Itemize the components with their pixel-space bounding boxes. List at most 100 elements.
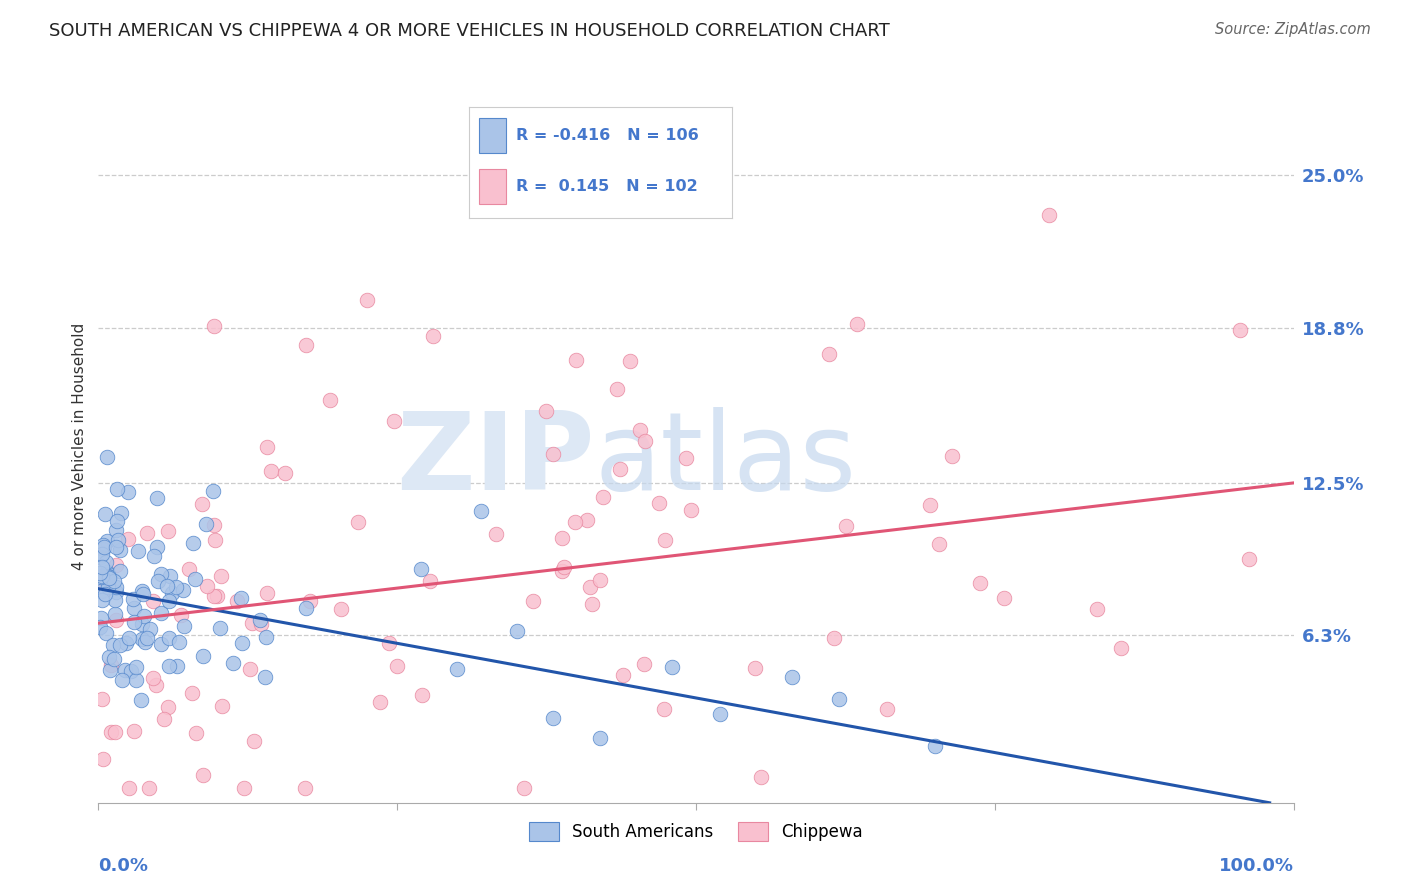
Point xyxy=(132,587,155,601)
Point xyxy=(209,569,232,583)
Point xyxy=(319,392,342,407)
Point xyxy=(633,657,655,671)
Point xyxy=(156,524,179,538)
Point xyxy=(231,636,253,650)
Point xyxy=(97,650,120,665)
Point xyxy=(108,543,131,558)
Point xyxy=(165,580,187,594)
Point xyxy=(211,698,233,713)
Point xyxy=(142,594,165,608)
Point xyxy=(589,573,612,587)
Point xyxy=(823,631,845,645)
Point xyxy=(104,593,127,607)
Point xyxy=(294,338,316,352)
Point xyxy=(122,592,145,607)
Point xyxy=(969,576,991,591)
Point xyxy=(94,555,117,569)
Point xyxy=(652,702,675,716)
Point xyxy=(589,731,612,746)
Point xyxy=(136,632,159,646)
Point xyxy=(139,622,162,636)
Text: ZIP: ZIP xyxy=(396,408,595,513)
Point xyxy=(356,293,378,308)
Point xyxy=(100,725,122,739)
Point xyxy=(131,693,153,707)
Point xyxy=(628,423,651,437)
Point xyxy=(89,550,111,565)
Point xyxy=(117,532,139,546)
Point xyxy=(145,678,167,692)
Point xyxy=(118,780,141,795)
Point xyxy=(97,569,120,583)
Point xyxy=(233,780,256,795)
Point xyxy=(634,434,657,448)
Point xyxy=(104,607,127,622)
Point xyxy=(619,354,641,368)
Point xyxy=(924,739,946,753)
Point xyxy=(347,516,370,530)
Point xyxy=(411,688,433,702)
Point xyxy=(239,662,262,676)
Point xyxy=(193,768,215,782)
Point xyxy=(260,464,283,478)
Point xyxy=(110,506,132,520)
Point xyxy=(177,562,200,576)
Point xyxy=(105,580,128,594)
Point xyxy=(94,626,117,640)
Point xyxy=(146,574,169,589)
Point xyxy=(506,624,529,639)
Point xyxy=(118,632,141,646)
Text: SOUTH AMERICAN VS CHIPPEWA 4 OR MORE VEHICLES IN HOUSEHOLD CORRELATION CHART: SOUTH AMERICAN VS CHIPPEWA 4 OR MORE VEH… xyxy=(49,22,890,40)
Point xyxy=(543,447,565,461)
Point xyxy=(411,562,433,576)
Point xyxy=(150,637,173,651)
Point xyxy=(100,582,122,596)
Point xyxy=(160,585,183,599)
Point xyxy=(142,549,165,563)
Point xyxy=(90,560,112,574)
Point xyxy=(470,504,492,518)
Point xyxy=(98,570,121,584)
Point xyxy=(103,574,125,589)
Point xyxy=(105,541,128,555)
Point xyxy=(91,541,114,556)
Point xyxy=(93,587,115,601)
Point xyxy=(136,526,159,541)
Point xyxy=(254,630,277,644)
Point xyxy=(202,319,225,334)
Point xyxy=(149,607,172,621)
Point xyxy=(256,586,278,600)
Point xyxy=(89,566,111,580)
Point xyxy=(513,780,536,795)
Point xyxy=(612,668,634,682)
Point xyxy=(592,490,614,504)
Point xyxy=(749,770,772,784)
Point xyxy=(181,686,204,700)
Point xyxy=(115,636,138,650)
Point xyxy=(195,578,218,592)
Point xyxy=(159,569,181,583)
Point xyxy=(138,780,160,795)
Point xyxy=(378,636,401,650)
Point xyxy=(89,620,111,634)
Point xyxy=(110,564,132,578)
Point xyxy=(606,383,628,397)
Point xyxy=(551,532,574,546)
Point xyxy=(93,540,115,554)
Point xyxy=(97,567,120,582)
Point xyxy=(91,539,114,553)
Point xyxy=(96,566,118,580)
Point xyxy=(105,483,128,497)
Point xyxy=(294,780,316,795)
Point xyxy=(183,536,205,550)
Point xyxy=(104,725,127,739)
Point xyxy=(202,517,225,532)
Point xyxy=(209,622,232,636)
Point xyxy=(564,516,586,530)
Point xyxy=(166,659,188,673)
Point xyxy=(551,564,574,578)
Point xyxy=(534,404,557,418)
Point xyxy=(122,723,145,738)
Point xyxy=(156,699,179,714)
Point xyxy=(157,632,180,646)
